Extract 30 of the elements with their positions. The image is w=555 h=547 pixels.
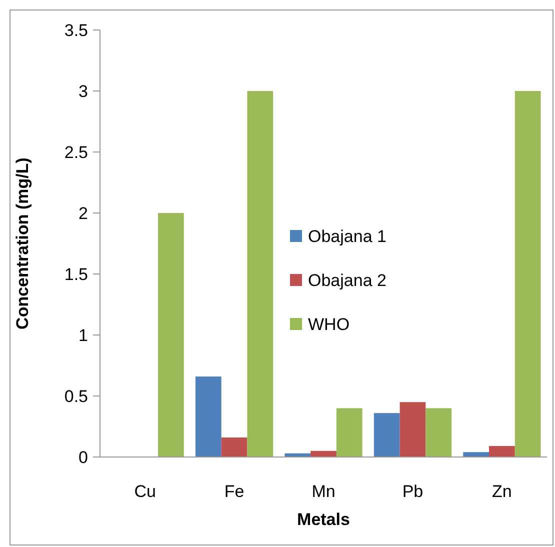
- y-tick-label: 1.5: [64, 264, 88, 284]
- x-tick-label: Zn: [492, 482, 512, 501]
- x-tick-label: Fe: [224, 482, 244, 501]
- y-tick-label: 0.5: [64, 386, 88, 406]
- y-tick-label: 2.5: [64, 142, 88, 162]
- legend-label: WHO: [308, 314, 350, 334]
- bar: [400, 402, 426, 457]
- x-tick-label: Mn: [312, 482, 336, 501]
- y-tick-label: 3: [78, 82, 88, 101]
- y-tick-label: 0: [78, 448, 88, 467]
- bar: [463, 452, 490, 457]
- bar: [374, 413, 400, 457]
- bar: [514, 91, 541, 457]
- bar: [310, 450, 336, 457]
- bar: [426, 408, 452, 457]
- bar: [221, 437, 248, 457]
- bar: [489, 446, 515, 457]
- legend-label: Obajana 2: [308, 270, 386, 290]
- y-tick-label: 1: [78, 326, 88, 345]
- x-tick-label: Cu: [134, 482, 156, 501]
- bar: [247, 91, 274, 457]
- y-tick-label: 2: [78, 204, 88, 223]
- bar: [158, 213, 184, 457]
- legend-label: Obajana 1: [308, 226, 386, 246]
- bar: [336, 408, 362, 457]
- y-tick-label: 3.5: [64, 20, 88, 40]
- x-tick-label: Pb: [402, 482, 424, 501]
- x-axis-title: Metals: [297, 510, 350, 529]
- bar: [195, 376, 222, 457]
- y-axis-title: Concentration (mg/L): [13, 158, 32, 330]
